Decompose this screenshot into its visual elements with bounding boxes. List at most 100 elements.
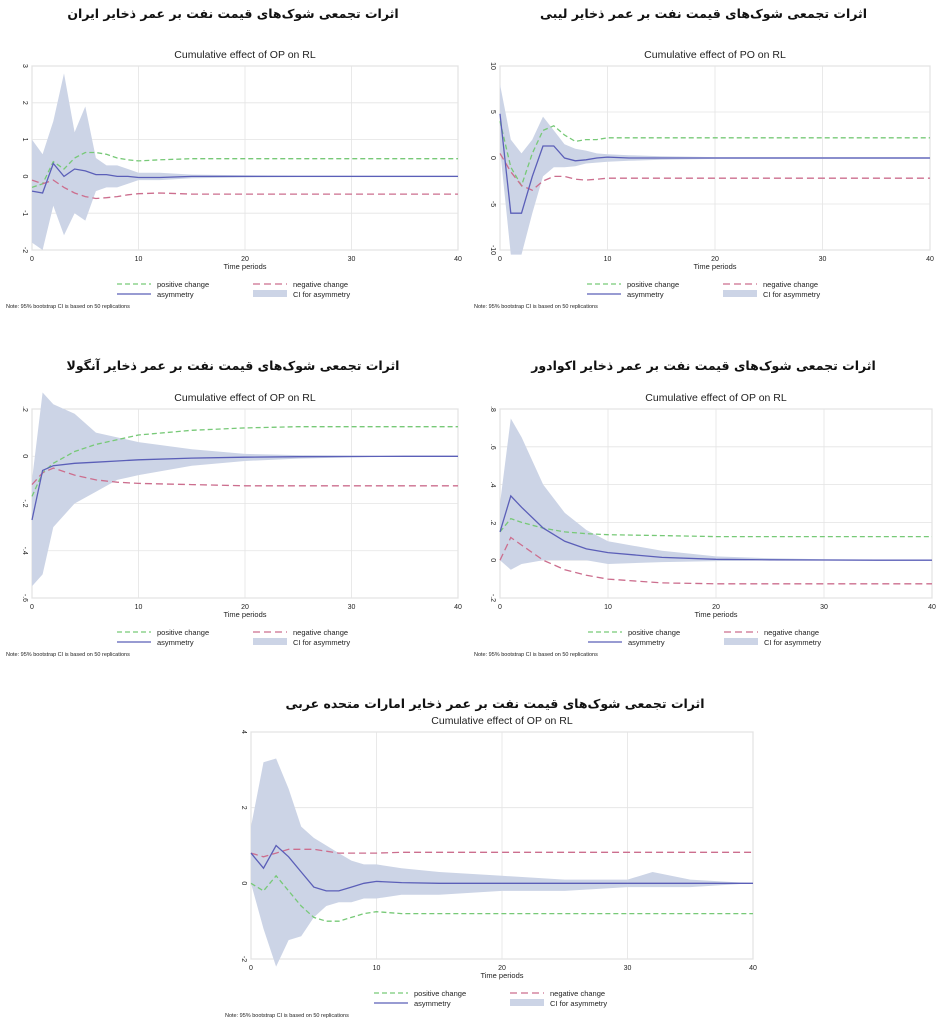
chart-svg: Cumulative effect of OP on RL 0 10 20 30 40 -.… [6,392,462,658]
legend-label-asymmetry: asymmetry [157,638,194,647]
x-axis-label: Time periods [223,262,266,271]
bootstrap-note: Note: 95% bootstrap CI is based on 50 re… [225,1013,349,1019]
positive-change-line [499,121,930,188]
y-tick-label: -5 [489,201,496,207]
legend-label-positive: positive change [414,989,466,998]
panel-persian-title: اثرات تجمعی شوک‌های قیمت نفت بر عمر ذخای… [66,358,400,373]
y-tick-label: 0 [489,156,496,160]
y-tick-label: 2 [240,806,247,810]
y-tick-label: .6 [489,444,496,450]
bootstrap-note: Note: 95% bootstrap CI is based on 50 re… [6,652,130,658]
chart-title: Cumulative effect of OP on RL [174,49,316,61]
y-tick-label: .4 [489,482,496,488]
y-tick-label: -.2 [489,594,496,602]
x-tick-label: 40 [926,256,934,263]
legend-label-positive: positive change [627,280,679,289]
x-axis-label: Time periods [694,610,737,619]
x-tick-label: 20 [241,256,249,263]
asymmetry-line [499,113,930,214]
x-tick-label: 0 [30,604,34,611]
chart-panel-angola: اثرات تجمعی شوک‌های قیمت نفت بر عمر ذخای… [0,352,466,670]
legend-label-negative: negative change [293,280,348,289]
y-tick-label: .8 [489,406,496,412]
legend-label-asymmetry: asymmetry [628,638,665,647]
x-tick-label: 30 [819,256,827,263]
x-tick-label: 20 [498,965,506,972]
x-tick-label: 10 [373,965,381,972]
chart-svg: Cumulative effect of OP on RL 0 10 20 30 40 -.… [474,392,936,658]
chart-title: Cumulative effect of OP on RL [431,715,573,727]
panel-persian-title: اثرات تجمعی شوک‌های قیمت نفت بر عمر ذخای… [531,358,876,373]
y-tick-label: -10 [489,245,496,255]
x-tick-label: 30 [348,604,356,611]
x-tick-label: 10 [135,256,143,263]
chart-title: Cumulative effect of PO on RL [644,49,786,61]
y-tick-label: 2 [21,101,28,105]
legend-key-ci [253,638,287,645]
y-tick-label: 0 [240,881,247,885]
x-tick-label: 40 [928,604,936,611]
legend-label-positive: positive change [628,628,680,637]
legend-label-asymmetry: asymmetry [627,290,664,299]
legend-label-positive: positive change [157,280,209,289]
legend-key-ci [253,290,287,297]
y-tick-label: .2 [489,519,496,525]
legend-label-negative: negative change [764,628,819,637]
ci-band [251,758,753,967]
legend-label-ci: CI for asymmetry [293,290,350,299]
y-tick-label: -.2 [21,499,28,507]
chart-panel-uae: اثرات تجمعی شوک‌های قیمت نفت بر عمر ذخای… [225,694,765,1029]
chart-panel-libya: اثرات تجمعی شوک‌های قیمت نفت بر عمر ذخای… [470,0,937,330]
legend-label-asymmetry: asymmetry [157,290,194,299]
x-tick-label: 30 [348,256,356,263]
chart-svg: Cumulative effect of PO on RL 0 10 20 30 40 -1… [474,49,934,310]
y-tick-label: -2 [21,247,28,253]
x-tick-label: 20 [711,256,719,263]
x-axis-label: Time periods [693,262,736,271]
y-tick-label: 1 [21,138,28,142]
x-tick-label: 40 [454,604,462,611]
negative-change-line [31,467,458,487]
bootstrap-note: Note: 95% bootstrap CI is based on 50 re… [474,304,598,310]
legend-label-negative: negative change [550,989,605,998]
chart-panel-iran: اثرات تجمعی شوک‌های قیمت نفت بر عمر ذخای… [0,0,466,330]
panel-persian-title: اثرات تجمعی شوک‌های قیمت نفت بر عمر ذخای… [539,6,868,21]
positive-change-line [31,426,458,497]
y-tick-label: 0 [21,174,28,178]
bootstrap-note: Note: 95% bootstrap CI is based on 50 re… [6,304,130,310]
negative-change-line [31,179,458,200]
legend-key-ci [510,999,544,1006]
x-tick-label: 0 [498,256,502,263]
x-tick-label: 20 [241,604,249,611]
x-tick-label: 20 [712,604,720,611]
asymmetry-line [31,455,458,521]
y-tick-label: -.6 [21,594,28,602]
y-tick-label: 4 [240,730,247,734]
asymmetry-line [31,162,458,194]
chart-title: Cumulative effect of OP on RL [174,392,316,404]
y-tick-label: -.4 [21,547,28,555]
chart-svg: Cumulative effect of OP on RL0 10 20 30 40-2… [6,49,462,310]
y-tick-label: .2 [21,406,28,412]
legend-label-ci: CI for asymmetry [763,290,820,299]
y-tick-label: 3 [21,64,28,68]
panel-persian-title: اثرات تجمعی شوک‌های قیمت نفت بر عمر ذخای… [285,696,705,711]
legend-label-ci: CI for asymmetry [550,999,607,1008]
y-tick-label: 5 [489,110,496,114]
legend-label-ci: CI for asymmetry [764,638,821,647]
legend-key-ci [723,290,757,297]
chart-title: Cumulative effect of OP on RL [645,392,787,404]
legend-label-ci: CI for asymmetry [293,638,350,647]
x-axis-label: Time periods [223,610,266,619]
negative-change-line [499,536,932,585]
positive-change-line [250,874,753,922]
legend-label-negative: negative change [763,280,818,289]
legend-label-positive: positive change [157,628,209,637]
x-tick-label: 10 [604,256,612,263]
chart-panel-ecuador: اثرات تجمعی شوک‌های قیمت نفت بر عمر ذخای… [470,352,937,670]
positive-change-line [31,151,458,189]
x-tick-label: 30 [624,965,632,972]
x-tick-label: 0 [498,604,502,611]
x-tick-label: 30 [820,604,828,611]
legend-key-ci [724,638,758,645]
